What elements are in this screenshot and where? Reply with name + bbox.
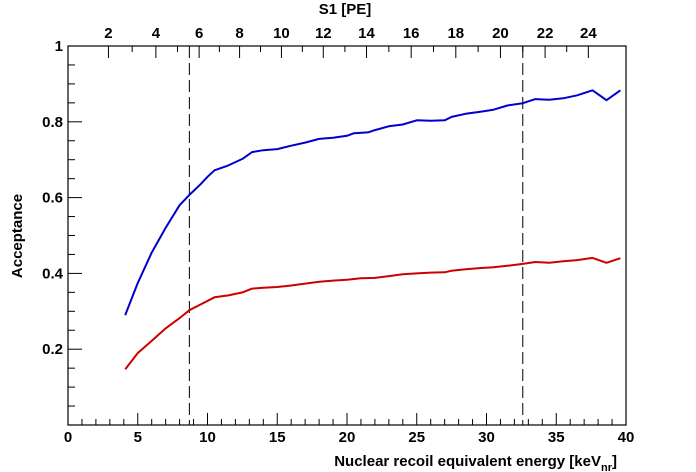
x-axis-title: Nuclear recoil equivalent energy [keVnr] xyxy=(334,453,617,472)
series-line-red xyxy=(124,256,621,370)
y-tick-label: 0.4 xyxy=(42,265,64,282)
x-axis-title-main: Nuclear recoil equivalent energy [keV xyxy=(334,453,601,470)
series-layer xyxy=(124,89,621,370)
x-tick-label: 20 xyxy=(339,429,356,446)
vertical-lines xyxy=(188,46,524,425)
x-tick-label: 5 xyxy=(134,429,142,446)
top-tick-label: 22 xyxy=(537,25,554,42)
x-tick-label: 10 xyxy=(199,429,216,446)
x-tick-label: 25 xyxy=(408,429,425,446)
top-tick-label: 14 xyxy=(358,25,375,42)
top-tick-label: 12 xyxy=(315,25,332,42)
top-tick-label: 4 xyxy=(152,25,161,42)
x-tick-label: 30 xyxy=(478,429,495,446)
y-axis-title: Acceptance xyxy=(9,194,26,278)
y-tick-label: 0.2 xyxy=(42,341,63,358)
top-tick-label: 16 xyxy=(403,25,420,42)
plot-frame xyxy=(67,45,627,426)
x-axis-title-close: ] xyxy=(612,453,617,470)
top-axis-title: S1 [PE] xyxy=(319,1,372,18)
tick-label-layer: 0 5 10 15 20 25 30 35 400.20.40.60.812 4 6 8 10 12 14 1… xyxy=(42,25,634,446)
top-tick-label: 8 xyxy=(235,25,243,42)
y-tick-label: 0.8 xyxy=(42,114,63,131)
y-tick-label: 1 xyxy=(55,38,63,55)
top-tick-label: 6 xyxy=(195,25,203,42)
x-tick-label: 15 xyxy=(269,429,286,446)
series-line-blue xyxy=(124,89,621,316)
x-tick-label: 35 xyxy=(548,429,565,446)
top-tick-label: 24 xyxy=(580,25,597,42)
y-tick-label: 0.6 xyxy=(42,190,63,207)
top-tick-label: 10 xyxy=(273,25,290,42)
x-tick-label: 40 xyxy=(618,429,635,446)
tick-layer xyxy=(67,45,627,425)
top-tick-label: 18 xyxy=(447,25,464,42)
x-axis-title-subscript: nr xyxy=(601,462,613,472)
top-tick-label: 2 xyxy=(104,25,112,42)
x-tick-label: 0 xyxy=(64,429,72,446)
top-tick-label: 20 xyxy=(492,25,509,42)
